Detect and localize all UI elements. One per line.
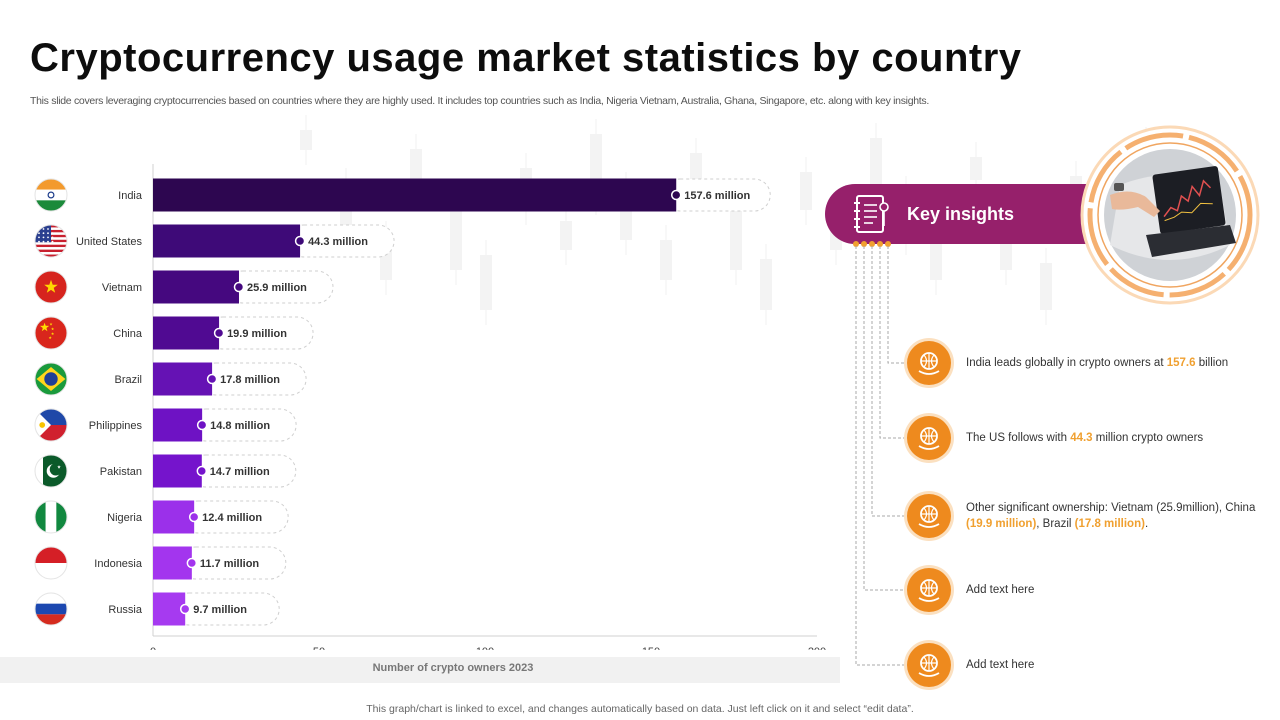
category-label: Nigeria [107, 512, 143, 524]
x-axis-label: Number of crypto owners 2023 [372, 662, 534, 674]
money-chart-icon [907, 494, 951, 538]
bar-united-states[interactable] [153, 224, 301, 258]
x-axis-label-band [0, 657, 840, 683]
candle-body [760, 259, 772, 310]
category-label: China [113, 328, 143, 340]
connector-dot [885, 241, 891, 247]
bar-end-marker [196, 419, 208, 431]
bar-brazil[interactable] [153, 362, 213, 396]
candle-body [480, 255, 492, 310]
data-label: 14.8 million [210, 420, 270, 432]
candle-body [800, 172, 812, 210]
flag-united-states-icon [34, 224, 68, 258]
globe-hand-icon [907, 341, 951, 385]
candle-body [970, 157, 982, 180]
bar-end-marker [188, 511, 200, 523]
bar-chart[interactable]: 0 50 100 150 200 India 157.6 million United Sta… [0, 150, 840, 650]
flag-indonesia-icon [34, 546, 68, 580]
connector-line [879, 246, 906, 439]
laptop-trading-photo [1080, 125, 1260, 305]
flag-china-icon [34, 316, 68, 350]
category-label: Pakistan [100, 466, 142, 478]
data-label: 17.8 million [220, 374, 280, 386]
bar-end-marker [233, 281, 245, 293]
bar-vietnam[interactable] [153, 270, 239, 304]
notebook-icon [854, 195, 889, 233]
insight-text-2: The US follows with 44.3 million crypto … [966, 432, 1204, 444]
category-label: India [118, 190, 143, 202]
connector-line [863, 246, 906, 591]
category-label: Philippines [89, 420, 143, 432]
insight-text-4: Add text here [966, 584, 1035, 596]
candle-body [1040, 263, 1052, 310]
team-money-icon [907, 416, 951, 460]
insight-text-5: Add text here [966, 659, 1035, 671]
bar-end-marker [206, 373, 218, 385]
candle-body [300, 130, 312, 150]
data-label: 19.9 million [227, 328, 287, 340]
data-label: 25.9 million [247, 282, 307, 294]
bar-pakistan[interactable] [153, 454, 202, 488]
bar-india[interactable] [153, 178, 677, 212]
candle-body [560, 221, 572, 250]
category-label: United States [76, 236, 143, 248]
page-subtitle: This slide covers leveraging cryptocurre… [30, 95, 929, 107]
category-label: Vietnam [102, 282, 142, 294]
data-label: 157.6 million [684, 190, 750, 202]
flag-russia-icon [34, 592, 68, 626]
bar-philippines[interactable] [153, 408, 203, 442]
insight-text-1: India leads globally in crypto owners at… [966, 357, 1229, 369]
bar-end-marker [179, 603, 191, 615]
candle-body [730, 206, 742, 270]
data-label: 12.4 million [202, 512, 262, 524]
flag-philippines-icon [34, 408, 68, 442]
bar-end-marker [670, 189, 682, 201]
connector-dot [877, 241, 883, 247]
x-tick-label: 200 [808, 646, 826, 650]
category-label: Indonesia [94, 558, 143, 570]
footer-note: This graph/chart is linked to excel, and… [366, 703, 914, 715]
flag-india-icon [34, 178, 68, 212]
candle-body [690, 153, 702, 180]
insight-connector-lines [853, 241, 906, 666]
bar-end-marker [186, 557, 198, 569]
bar-russia[interactable] [153, 592, 186, 626]
candle-body [410, 149, 422, 180]
flag-brazil-icon [34, 362, 68, 396]
flag-pakistan-icon [34, 454, 68, 488]
bar-end-marker [294, 235, 306, 247]
category-label: Brazil [114, 374, 142, 386]
x-tick-label: 150 [642, 646, 660, 650]
candle-body [660, 240, 672, 280]
category-label: Russia [108, 604, 143, 616]
document-icon [907, 643, 951, 687]
data-label: 44.3 million [308, 236, 368, 248]
bar-china[interactable] [153, 316, 220, 350]
x-tick-label: 0 [150, 646, 156, 650]
page-title: Cryptocurrency usage market statistics b… [30, 36, 1022, 80]
data-label: 9.7 million [193, 604, 247, 616]
bar-end-marker [213, 327, 225, 339]
connector-dot [869, 241, 875, 247]
data-label: 14.7 million [210, 466, 270, 478]
bar-nigeria[interactable] [153, 500, 195, 534]
bar-indonesia[interactable] [153, 546, 192, 580]
data-label: 11.7 million [200, 558, 260, 570]
candle-body [930, 244, 942, 280]
bar-end-marker [196, 465, 208, 477]
key-insights-title: Key insights [907, 204, 1015, 224]
insight-text-3: Other significant ownership: Vietnam (25… [966, 502, 1256, 530]
x-tick-label: 100 [476, 646, 494, 650]
connector-line [855, 246, 906, 666]
connector-dot [853, 241, 859, 247]
connector-line [871, 246, 906, 517]
connector-dot [861, 241, 867, 247]
flag-nigeria-icon [34, 500, 68, 534]
growth-chart-icon [907, 568, 951, 612]
connector-line [887, 246, 906, 364]
x-tick-label: 50 [313, 646, 325, 650]
candle-body [450, 202, 462, 270]
flag-vietnam-icon [34, 270, 68, 304]
